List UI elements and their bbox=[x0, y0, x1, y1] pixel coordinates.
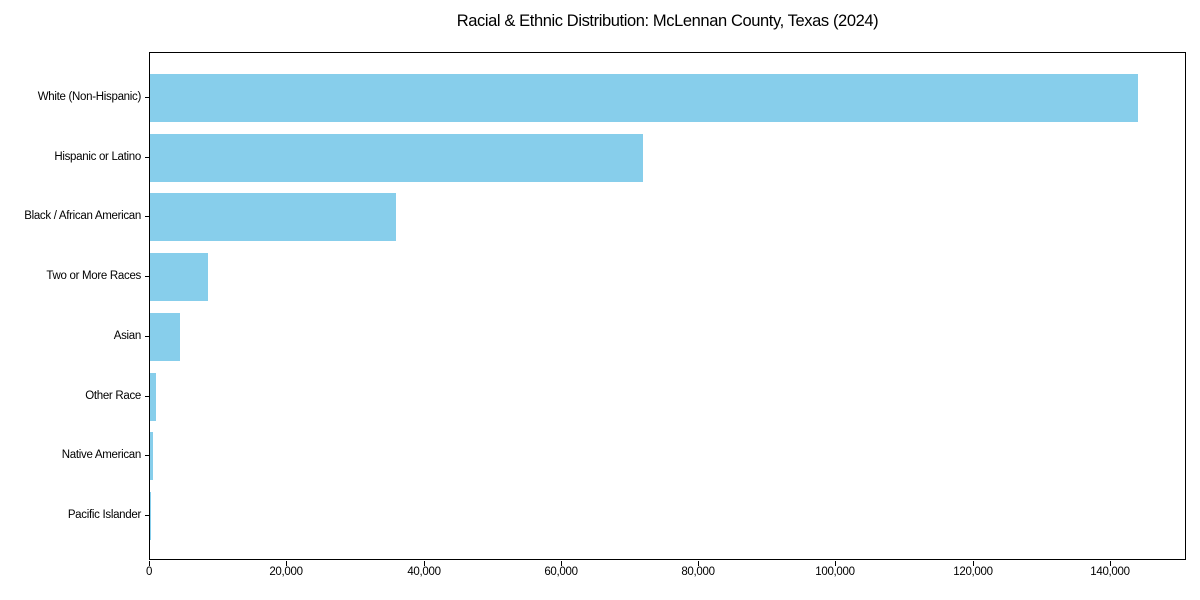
x-tick-mark bbox=[835, 561, 836, 566]
x-tick-mark bbox=[1110, 561, 1111, 566]
x-tick-mark bbox=[973, 561, 974, 566]
x-tick-label: 40,000 bbox=[407, 566, 441, 578]
bar bbox=[150, 193, 397, 242]
y-tick-mark bbox=[145, 216, 149, 217]
x-tick-mark bbox=[698, 561, 699, 566]
x-tick-label: 100,000 bbox=[815, 566, 855, 578]
y-tick-label: Other Race bbox=[85, 389, 141, 402]
x-tick-label: 140,000 bbox=[1090, 566, 1130, 578]
y-tick-label: Black / African American bbox=[24, 210, 141, 223]
bar bbox=[150, 432, 154, 481]
y-tick-mark bbox=[145, 97, 149, 98]
bar bbox=[150, 492, 152, 541]
x-tick-mark bbox=[149, 561, 150, 566]
bar bbox=[150, 312, 181, 361]
x-tick-label: 0 bbox=[145, 566, 153, 578]
x-tick-mark bbox=[286, 561, 287, 566]
y-tick-label: Pacific Islander bbox=[67, 509, 141, 522]
y-tick-mark bbox=[145, 455, 149, 456]
bar bbox=[150, 253, 209, 302]
y-tick-mark bbox=[145, 157, 149, 158]
chart-title: Racial & Ethnic Distribution: McLennan C… bbox=[456, 12, 879, 30]
x-tick-mark bbox=[424, 561, 425, 566]
bar bbox=[150, 73, 1138, 122]
y-tick-mark bbox=[145, 396, 149, 397]
x-tick-mark bbox=[561, 561, 562, 566]
y-tick-label: Hispanic or Latino bbox=[54, 150, 141, 163]
y-tick-mark bbox=[145, 515, 149, 516]
x-tick-label: 20,000 bbox=[269, 566, 303, 578]
y-tick-label: Native American bbox=[61, 449, 142, 462]
plot-area bbox=[149, 52, 1186, 560]
bar bbox=[150, 372, 157, 421]
y-tick-label: White (Non-Hispanic) bbox=[37, 90, 142, 103]
y-tick-label: Asian bbox=[113, 329, 142, 342]
x-tick-label: 60,000 bbox=[544, 566, 578, 578]
x-tick-label: 120,000 bbox=[953, 566, 993, 578]
bar bbox=[150, 133, 643, 182]
y-tick-label: Two or More Races bbox=[46, 270, 141, 283]
y-tick-mark bbox=[145, 276, 149, 277]
x-tick-label: 80,000 bbox=[681, 566, 715, 578]
y-tick-mark bbox=[145, 336, 149, 337]
